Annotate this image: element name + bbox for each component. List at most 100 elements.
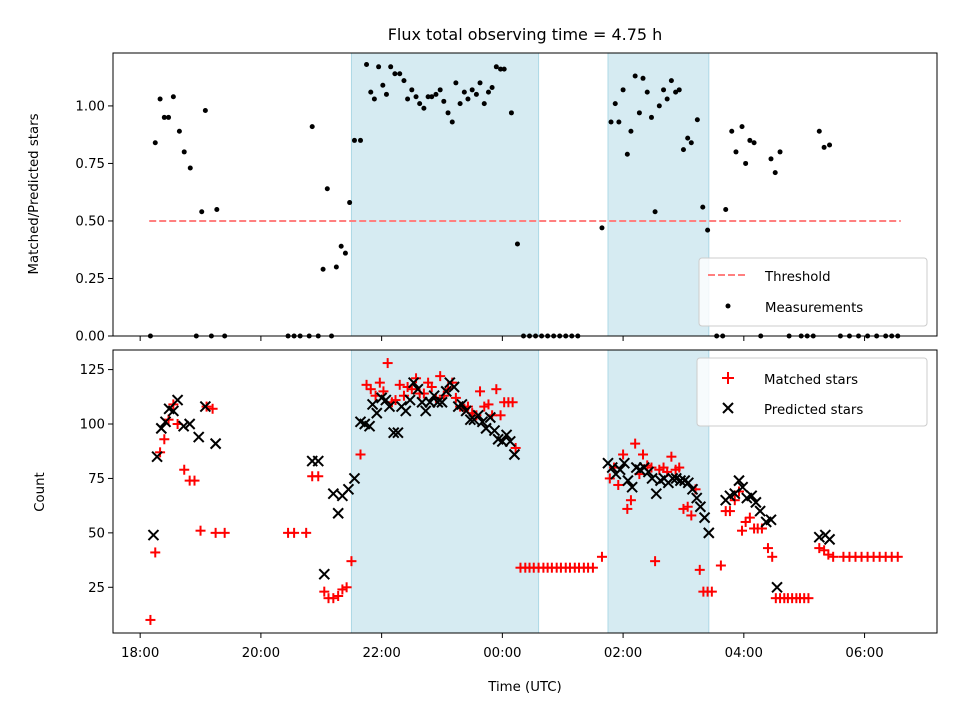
measurement-point [700, 204, 706, 210]
top-y-ticks: 0.00 0.25 0.50 0.75 1.00 [75, 99, 113, 345]
matched-star-point [666, 451, 677, 462]
y-tick-label: 25 [88, 581, 105, 596]
x-tick-label: 20:00 [242, 646, 280, 661]
measurement-point [371, 96, 377, 102]
measurement-point [157, 96, 163, 102]
measurement-point [628, 128, 634, 134]
matched-star-point [694, 564, 705, 575]
matched-legend-swatch [722, 372, 734, 384]
predicted-legend-swatch [722, 402, 734, 414]
measurement-point [508, 110, 514, 116]
measurement-point [648, 114, 654, 120]
measurement-point [214, 206, 220, 212]
predicted-star-point [642, 466, 655, 478]
top-shaded-intervals [350, 52, 710, 337]
matched-star-point [418, 388, 429, 399]
matched-star-point [510, 442, 521, 453]
measurement-point [397, 71, 403, 77]
matched-star-point [744, 512, 755, 523]
measurement-point [612, 101, 618, 107]
measurement-point [485, 89, 491, 95]
matched-star-point [715, 560, 726, 571]
matched-star-point [587, 562, 598, 573]
measurement-point [680, 147, 686, 153]
measurement-point [170, 94, 176, 100]
measurement-point [688, 140, 694, 146]
predicted-star-point [366, 398, 379, 411]
measurement-point [413, 94, 419, 100]
matched-star-point [341, 582, 352, 593]
predicted-star-point [440, 385, 452, 398]
measurement-point [481, 101, 487, 107]
bottom-legend: Matched stars Predicted stars [696, 357, 928, 427]
predicted-star-point [193, 431, 205, 443]
measurement-point [489, 85, 495, 91]
predicted-stars-points [147, 376, 836, 593]
predicted-star-point [171, 394, 184, 406]
measurements-legend-label: Measurements [765, 301, 863, 316]
measurement-point [668, 78, 674, 84]
matched-star-point [365, 384, 376, 395]
predicted-star-point [419, 405, 432, 417]
measurement-point [656, 103, 662, 109]
measurement-point [457, 101, 463, 107]
predicted-star-point [436, 396, 448, 408]
measurement-point [351, 137, 357, 143]
measurement-point [498, 66, 504, 72]
matched-star-point [195, 525, 206, 536]
predicted-star-point [674, 474, 687, 487]
matched-star-point [507, 397, 518, 408]
measurement-point [661, 87, 667, 93]
matched-star-point [762, 543, 773, 554]
measurement-point [751, 140, 757, 146]
measurement-point [640, 75, 646, 81]
measurement-point [320, 266, 326, 272]
y-tick-label: 0.25 [75, 272, 105, 287]
matched-star-point [313, 471, 324, 482]
matched-star-point [475, 386, 486, 397]
predicted-star-point [147, 529, 160, 541]
predicted-star-point [432, 396, 444, 408]
measurement-point [477, 80, 483, 86]
matched-star-point [682, 501, 693, 512]
predicted-star-point [387, 427, 400, 439]
predicted-star-point [618, 457, 631, 469]
matched-star-point [207, 403, 218, 414]
predicted-star-point [650, 487, 663, 500]
measurement-point [405, 96, 411, 102]
matched-star-point [319, 586, 330, 597]
predicted-star-point [698, 511, 711, 524]
measurement-point [409, 87, 415, 93]
matched-star-point [346, 556, 357, 567]
predicted-star-point [694, 501, 707, 513]
measurement-point [636, 110, 642, 116]
bottom-axes-frame [112, 349, 938, 634]
threshold-legend-label: Threshold [764, 270, 831, 285]
measurement-point [827, 142, 833, 148]
predicted-star-point [159, 416, 172, 428]
matched-star-point [301, 527, 312, 538]
matched-star-point [767, 551, 778, 562]
predicted-star-point [400, 405, 412, 417]
measurement-point [821, 144, 827, 150]
matched-star-point [394, 379, 405, 390]
x-axis-label: Time (UTC) [487, 680, 562, 695]
matched-star-point [814, 543, 825, 554]
measurement-point [161, 114, 167, 120]
measurement-point [441, 98, 447, 104]
top-legend: Threshold Measurements [698, 257, 928, 327]
predicted-star-point [456, 398, 468, 411]
x-tick-label: 04:00 [725, 646, 763, 661]
measurement-point [364, 62, 370, 68]
predicted-star-point [733, 474, 745, 487]
measurement-point [199, 209, 205, 215]
measurement-point [599, 225, 605, 231]
predicted-star-point [407, 376, 420, 389]
predicted-star-point [151, 450, 163, 463]
measurement-point [392, 71, 398, 77]
measurement-point [176, 128, 182, 134]
measurement-point [347, 200, 353, 206]
predicted-star-point [380, 394, 392, 406]
measurement-point [739, 124, 745, 130]
matched-star-point [613, 479, 624, 490]
